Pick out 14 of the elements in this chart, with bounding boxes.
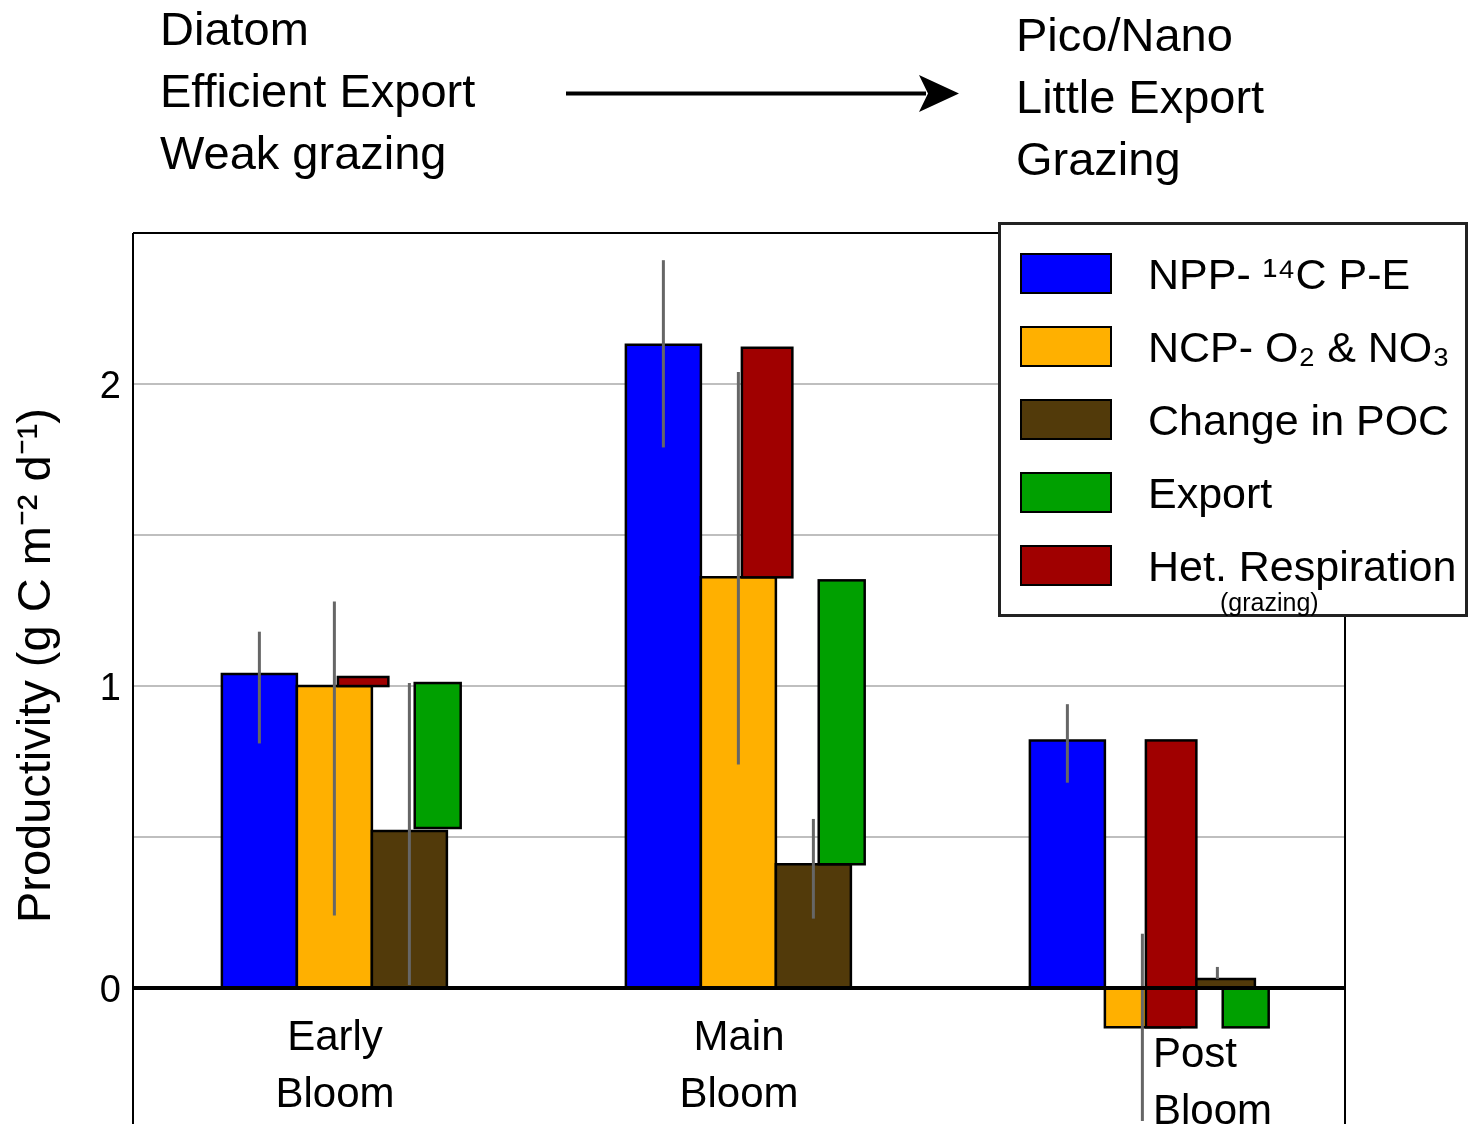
x-tick-label: Post Bloom <box>1153 1029 1273 1133</box>
x-tick-label: Early Bloom <box>275 1012 395 1117</box>
y-tick-label: 2 <box>99 363 121 406</box>
y-axis-title: Productivity (g C m⁻² d⁻¹) <box>7 407 60 924</box>
text: Diatom Efficient Export Weak grazing <box>160 1 476 181</box>
text: Pico/Nano Little Export Grazing <box>1016 7 1265 187</box>
legend-label: NPP- ¹⁴C P-E <box>1148 250 1412 298</box>
y-tick-label: 0 <box>99 967 121 1010</box>
legend-label: Het. Respiration (grazing) <box>1148 542 1458 617</box>
legend-label: Change in POC <box>1148 396 1451 444</box>
legend-label: Export <box>1148 469 1274 517</box>
x-tick-label: Main Bloom <box>679 1012 799 1117</box>
legend-label: NCP- O₂ & NO₃ <box>1148 323 1451 371</box>
y-tick-label: 1 <box>99 665 121 708</box>
